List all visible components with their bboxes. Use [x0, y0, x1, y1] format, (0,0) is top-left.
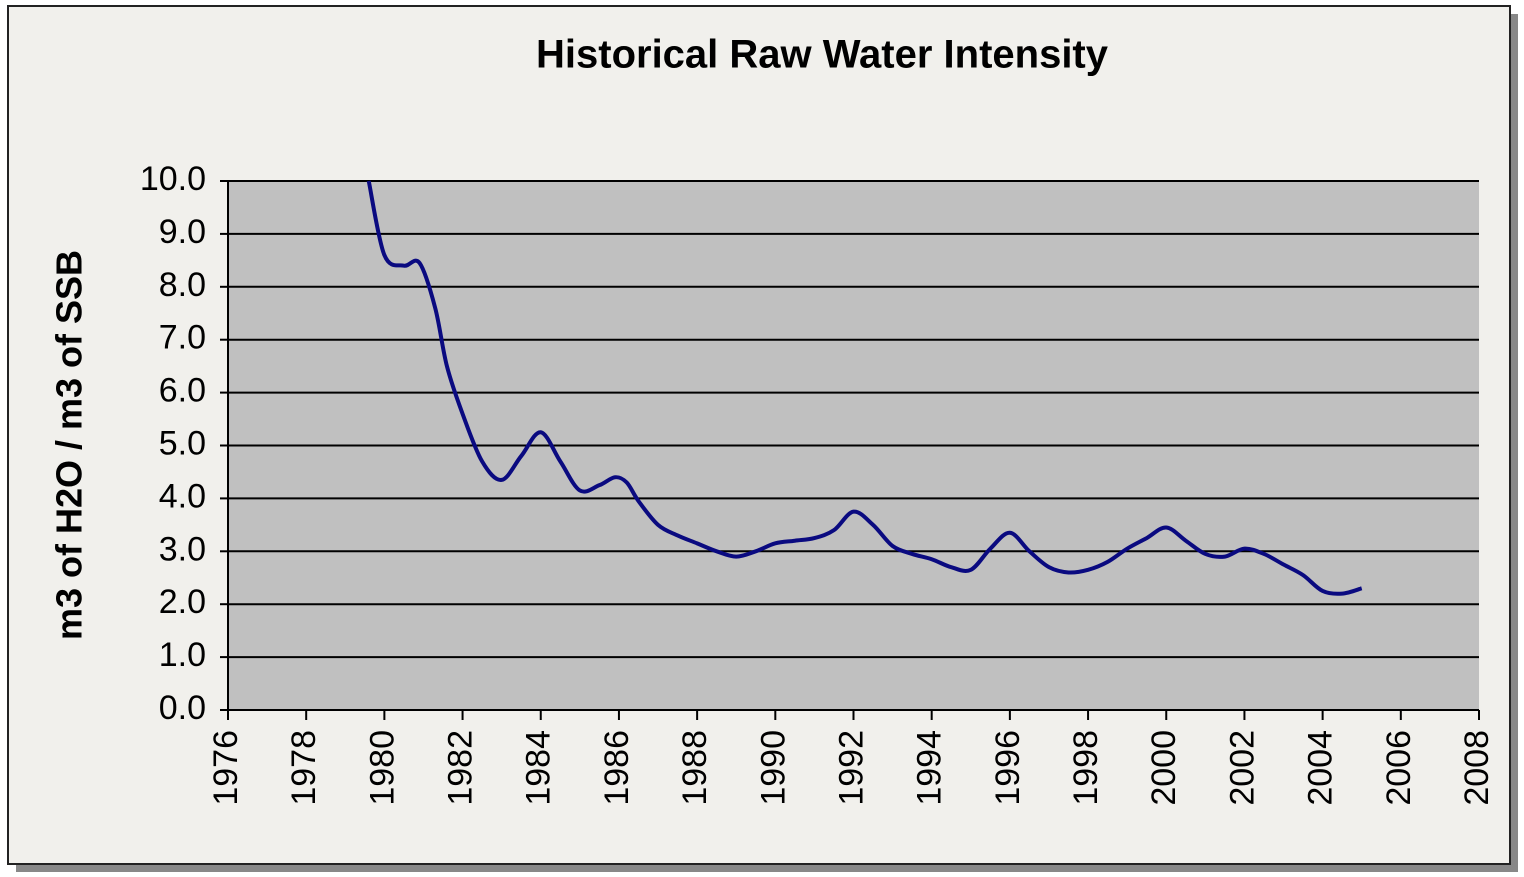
x-tick-label: 1996: [989, 730, 1027, 806]
x-tick-label: 1978: [285, 730, 323, 806]
x-tick-label: 1976: [207, 730, 245, 806]
x-tick-label: 1992: [832, 730, 870, 806]
y-tick-label: 1.0: [159, 636, 206, 674]
y-tick-label: 7.0: [159, 319, 206, 357]
x-tick-label: 1994: [911, 730, 949, 806]
y-tick-label: 6.0: [159, 372, 206, 410]
x-tick-label: 2002: [1223, 730, 1261, 806]
x-tick-label: 1980: [363, 730, 401, 806]
y-tick-label: 0.0: [159, 689, 206, 727]
x-tick-label: 1998: [1067, 730, 1105, 806]
x-tick-label: 2000: [1145, 730, 1183, 806]
y-tick-label: 5.0: [159, 424, 206, 462]
x-tick-label: 2008: [1458, 730, 1496, 806]
y-tick-label: 2.0: [159, 583, 206, 621]
y-tick-label: 4.0: [159, 477, 206, 515]
x-tick-label: 1986: [598, 730, 636, 806]
y-axis-label: m3 of H2O / m3 of SSB: [49, 250, 90, 640]
data-line: [366, 180, 1363, 596]
x-tick-label: 1982: [442, 730, 480, 806]
x-tick-label: 1984: [520, 730, 558, 806]
x-tick-label: 2006: [1380, 730, 1418, 806]
y-tick-label: 8.0: [159, 266, 206, 304]
x-tick-label: 1990: [754, 730, 792, 806]
y-tick-label: 3.0: [159, 530, 206, 568]
y-tick-label: 9.0: [159, 213, 206, 251]
y-tick-label: 10.0: [140, 160, 206, 198]
x-tick-label: 1988: [676, 730, 714, 806]
chart-title: Historical Raw Water Intensity: [536, 33, 1109, 77]
x-tick-label: 2004: [1302, 730, 1340, 806]
